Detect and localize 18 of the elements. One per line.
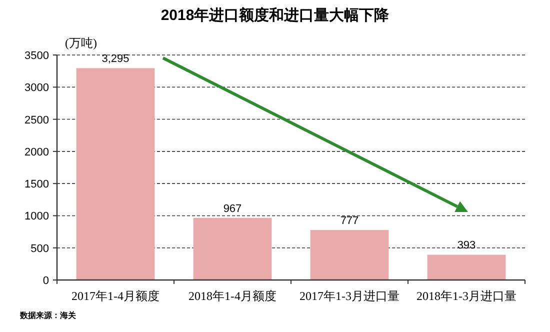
x-tick-label: 2018年1-4月额度 <box>188 289 276 303</box>
y-tick-label: 2500 <box>24 114 49 126</box>
data-label: 967 <box>223 202 242 215</box>
y-tick-label: 3000 <box>24 82 49 94</box>
data-label: 3,295 <box>102 53 130 66</box>
y-tick-label: 3500 <box>24 50 49 62</box>
y-axis-title: (万吨) <box>65 36 97 50</box>
chart-title: 2018年进口额度和进口量大幅下降 <box>160 6 390 24</box>
x-tick-label: 2017年1-4月额度 <box>72 289 160 303</box>
source-note: 数据来源：海关 <box>19 311 77 320</box>
y-tick-label: 0 <box>42 275 49 287</box>
y-tick-label: 1500 <box>24 178 49 191</box>
data-label: 777 <box>340 215 359 228</box>
y-tick-label: 2000 <box>24 146 49 158</box>
x-tick-label: 2018年1-3月进口量 <box>416 289 516 303</box>
x-tick-label: 2017年1-3月进口量 <box>300 289 400 303</box>
y-tick-label: 500 <box>30 242 49 255</box>
y-tick-label: 1000 <box>24 210 49 223</box>
